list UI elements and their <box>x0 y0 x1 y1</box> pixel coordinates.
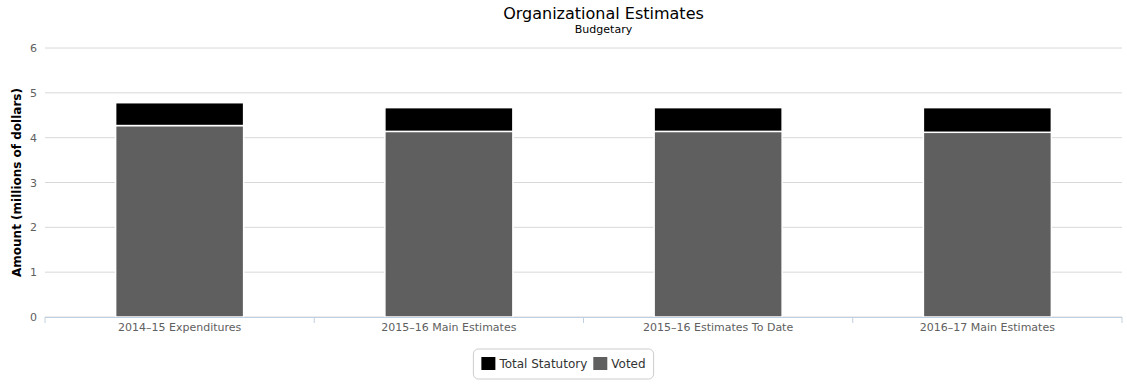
grid-line <box>45 48 1122 49</box>
legend-label: Voted <box>611 357 645 371</box>
bars <box>116 103 1052 317</box>
bar-segment <box>654 108 782 132</box>
bar-segment <box>385 108 513 132</box>
bar-segment <box>654 131 782 317</box>
legend-label: Total Statutory <box>498 357 587 371</box>
y-tick-label: 2 <box>30 221 37 234</box>
y-tick-label: 1 <box>30 266 37 279</box>
bar-segment <box>923 132 1051 317</box>
chart: Organizational EstimatesBudgetary Amount … <box>0 0 1127 385</box>
x-tick-label: 2015–16 Estimates To Date <box>643 321 793 334</box>
x-tick <box>583 317 584 323</box>
legend-box <box>473 349 653 379</box>
background <box>0 0 1127 385</box>
y-tick-label: 4 <box>30 132 37 145</box>
y-tick-label: 3 <box>30 177 37 190</box>
legend-swatch <box>593 357 607 370</box>
bar-segment <box>116 126 244 317</box>
x-tick-label: 2016–17 Main Estimates <box>920 321 1055 334</box>
x-tick-label: 2015–16 Main Estimates <box>381 321 516 334</box>
subtitle: Budgetary <box>575 23 633 36</box>
x-tick <box>1122 317 1123 323</box>
x-tick-label: 2014–15 Expenditures <box>118 321 242 334</box>
x-tick <box>314 317 315 323</box>
legend: Total Statutory Voted <box>473 349 653 379</box>
x-tick <box>852 317 853 323</box>
bar-segment <box>923 108 1051 133</box>
title: Organizational Estimates <box>503 4 704 23</box>
bar-segment <box>116 103 244 126</box>
y-axis-label: Amount (millions of dollars) <box>10 88 24 277</box>
y-tick-label: 6 <box>30 42 37 55</box>
bar-segment <box>385 131 513 317</box>
legend-swatch <box>481 357 495 370</box>
grid-line <box>45 92 1122 93</box>
x-tick <box>45 317 46 323</box>
y-tick-label: 0 <box>30 311 37 324</box>
y-tick-label: 5 <box>30 87 37 100</box>
